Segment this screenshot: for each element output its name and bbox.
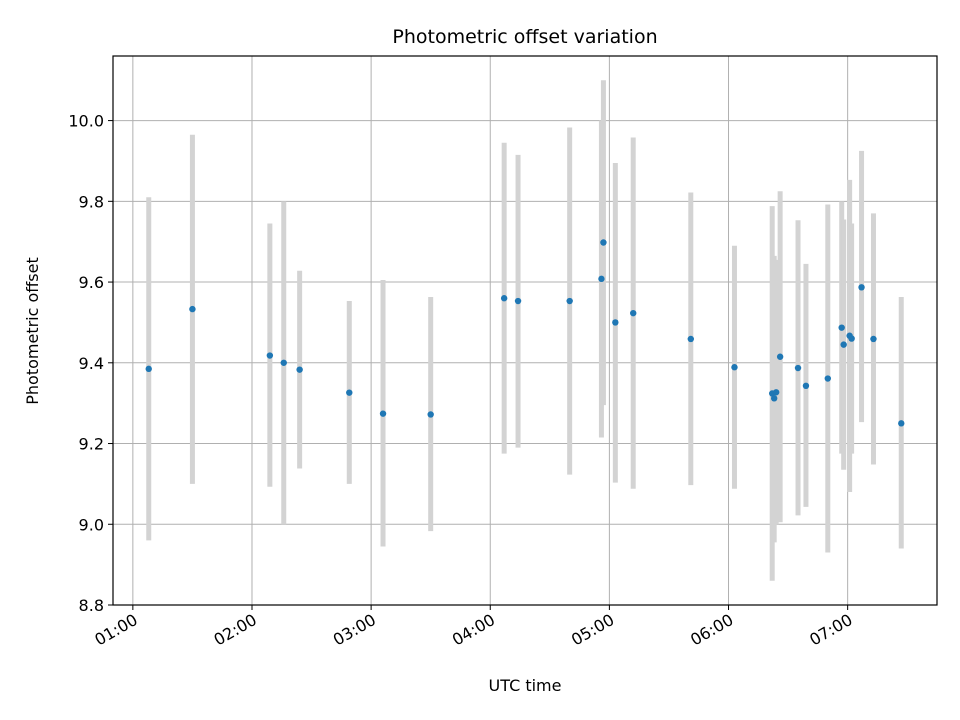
data-point bbox=[280, 359, 287, 366]
y-tick-label: 9.8 bbox=[79, 192, 104, 211]
plot-frame bbox=[112, 55, 938, 606]
chart-title: Photometric offset variation bbox=[392, 26, 657, 48]
data-point bbox=[770, 395, 778, 402]
data-point bbox=[566, 297, 573, 305]
data-points bbox=[145, 239, 905, 427]
data-point bbox=[776, 353, 784, 360]
data-point bbox=[794, 364, 802, 372]
y-axis-ticks: 8.8 9.0 9.2 9.4 9.6 9.8 10.0 bbox=[68, 112, 113, 615]
data-point bbox=[427, 411, 434, 418]
data-point bbox=[379, 410, 387, 417]
x-axis-label: UTC time bbox=[489, 676, 562, 695]
data-point bbox=[189, 305, 196, 313]
data-point bbox=[145, 365, 152, 373]
y-axis-label: Photometric offset bbox=[23, 257, 42, 405]
data-point bbox=[870, 335, 877, 343]
data-point bbox=[346, 389, 353, 396]
y-tick-label: 9.2 bbox=[79, 435, 104, 454]
data-point bbox=[772, 389, 780, 396]
data-point bbox=[630, 309, 637, 317]
data-point bbox=[296, 366, 303, 373]
data-point bbox=[500, 295, 508, 302]
data-point bbox=[838, 324, 845, 331]
data-point bbox=[514, 297, 522, 305]
data-point bbox=[731, 364, 738, 371]
data-point bbox=[824, 375, 831, 382]
data-point bbox=[858, 284, 865, 291]
data-point bbox=[848, 335, 855, 342]
y-tick-label: 8.8 bbox=[79, 596, 104, 615]
y-tick-label: 9.4 bbox=[79, 354, 104, 373]
data-point bbox=[600, 239, 607, 246]
data-point bbox=[898, 420, 905, 427]
y-tick-label: 9.6 bbox=[79, 273, 104, 292]
data-point bbox=[840, 341, 847, 348]
y-tick-label: 10.0 bbox=[68, 112, 104, 131]
data-point bbox=[687, 335, 694, 343]
grid bbox=[113, 56, 937, 606]
data-point bbox=[598, 275, 605, 283]
data-point bbox=[612, 319, 619, 326]
data-point bbox=[802, 382, 810, 390]
y-tick-label: 9.0 bbox=[79, 515, 104, 534]
data-point bbox=[266, 352, 274, 359]
